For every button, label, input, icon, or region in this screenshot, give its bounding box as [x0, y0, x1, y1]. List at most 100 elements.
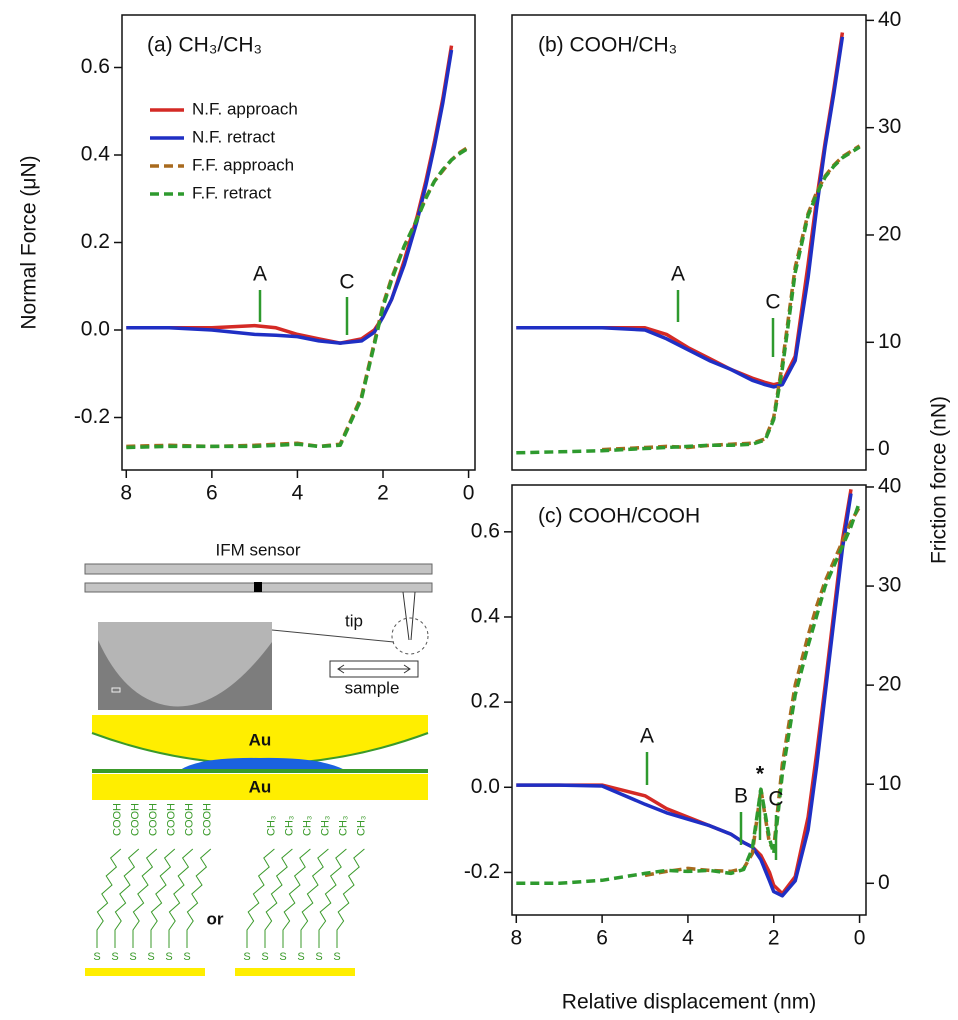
tip-label: tip — [345, 611, 363, 630]
zoom-line — [271, 629, 395, 643]
y2-tick-label: 0 — [878, 871, 890, 894]
sensor-pad — [254, 582, 262, 592]
panel-title: (c) COOH/COOH — [538, 505, 700, 528]
series-line — [516, 493, 853, 898]
annotation: A — [640, 725, 654, 748]
sensor-plate — [84, 563, 433, 575]
contact-diagram: Au Au — [91, 715, 429, 800]
head-group-label: CH₃ — [283, 816, 295, 836]
series-line — [644, 505, 862, 878]
alkyl-chain — [96, 848, 122, 948]
anchor-label: S — [261, 951, 268, 963]
substrate — [235, 968, 355, 976]
head-group-label: COOH — [166, 803, 178, 836]
anchor-label: S — [279, 951, 286, 963]
y2-tick-label: 10 — [878, 772, 901, 795]
series-line — [126, 145, 470, 449]
anchor-label: S — [93, 951, 100, 963]
head-group-label: COOH — [112, 803, 124, 836]
x-tick-label: 2 — [768, 927, 780, 950]
x-tick-label: 2 — [377, 482, 389, 505]
y-tick-label: -0.2 — [464, 860, 500, 883]
anchor-label: S — [315, 951, 322, 963]
annotation: B — [734, 785, 748, 808]
y-tick-label: 0.2 — [81, 230, 110, 253]
x-tick-label: 0 — [854, 927, 866, 950]
tip — [402, 591, 416, 641]
y-tick-label: 0.2 — [471, 690, 500, 713]
x-tick-label: 4 — [682, 927, 694, 950]
series-line — [516, 501, 862, 886]
head-group-label: COOH — [184, 803, 196, 836]
y2-tick-label: 30 — [878, 115, 901, 138]
gold-label: Au — [249, 730, 272, 749]
head-group-label: COOH — [148, 803, 160, 836]
head-group-label: CH₃ — [301, 816, 313, 836]
head-group-label: CH₃ — [355, 816, 367, 836]
anchor-label: S — [243, 951, 250, 963]
head-group-label: CH₃ — [319, 816, 331, 836]
plot-frame — [511, 14, 867, 471]
head-group-label: CH₃ — [337, 816, 349, 836]
y2-tick-label: 0 — [878, 437, 890, 460]
y-tick-label: 0.4 — [81, 143, 111, 166]
plot-frame — [121, 14, 476, 471]
sensor-label: IFM sensor — [215, 540, 300, 559]
substrate — [85, 968, 205, 976]
alkyl-chain — [282, 848, 311, 948]
y2-tick-label: 20 — [878, 673, 901, 696]
head-group-label: CH₃ — [265, 816, 277, 836]
y2-tick-label: 20 — [878, 223, 901, 246]
series-line — [126, 146, 470, 450]
head-group-label: COOH — [130, 803, 142, 836]
y-tick-label: 0.4 — [471, 605, 501, 628]
series-line — [602, 144, 861, 452]
legend-label: N.F. approach — [192, 99, 298, 118]
series-line — [516, 145, 861, 455]
scale-bar — [111, 687, 121, 693]
alkyl-chain — [318, 848, 347, 948]
anchor-label: S — [333, 951, 340, 963]
x-tick-label: 6 — [596, 927, 608, 950]
y2-tick-label: 40 — [878, 8, 901, 31]
series-line — [516, 36, 845, 389]
sem-tip — [98, 622, 272, 707]
head-group-label: COOH — [202, 803, 214, 836]
series-line — [126, 49, 454, 345]
x-tick-label: 6 — [206, 482, 218, 505]
alkyl-chain — [132, 848, 158, 948]
annotation: C — [765, 291, 780, 314]
sample-arrow — [337, 664, 411, 674]
x-tick-label: 8 — [120, 482, 132, 505]
y-tick-label: 0.0 — [81, 318, 110, 341]
alkyl-chain — [264, 848, 293, 948]
series-line — [126, 45, 454, 345]
bottom-gold — [92, 774, 428, 800]
annotation: * — [756, 763, 765, 786]
series-line — [516, 32, 845, 387]
y-axis-label: Normal Force (μN) — [18, 155, 41, 329]
x-tick-label: 8 — [510, 927, 522, 950]
legend-label: F.F. retract — [192, 183, 272, 202]
top-gold — [92, 715, 428, 764]
alkyl-chain — [246, 848, 275, 948]
y-tick-label: 0.6 — [81, 55, 110, 78]
annotation: C — [768, 788, 783, 811]
annotation: A — [671, 263, 685, 286]
alkyl-chain — [300, 848, 329, 948]
panel-title: (b) COOH/CH₃ — [538, 34, 677, 57]
anchor-label: S — [183, 951, 190, 963]
y-tick-label: -0.2 — [74, 405, 110, 428]
series-line — [516, 489, 853, 896]
y2-tick-label: 10 — [878, 330, 901, 353]
anchor-label: S — [147, 951, 154, 963]
alkyl-chain — [336, 848, 365, 948]
water-meniscus — [180, 757, 345, 770]
alkyl-chain — [114, 848, 140, 948]
alkyl-chain — [186, 848, 212, 948]
anchor-label: S — [165, 951, 172, 963]
sample-label: sample — [345, 678, 400, 697]
panel-title: (a) CH₃/CH₃ — [147, 34, 262, 57]
molecule-diagram: or S COOH S COOH S COOH S COOH S COOH S COOH S CH₃ S CH… — [85, 803, 367, 976]
